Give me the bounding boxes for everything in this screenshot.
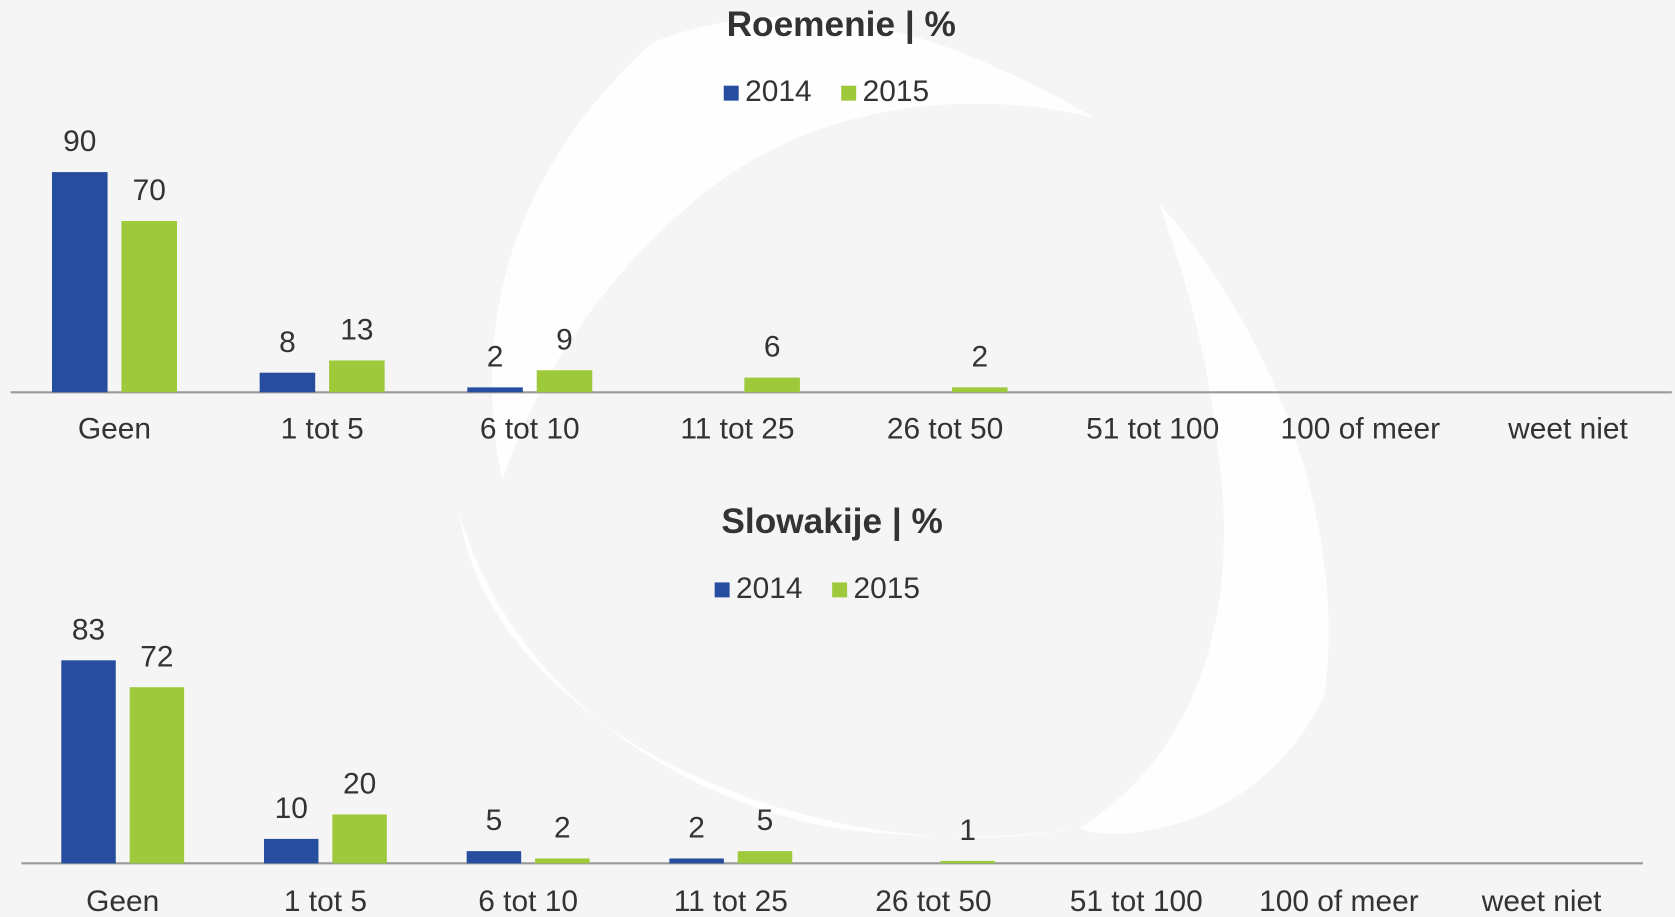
x-tick-label: 1 tot 5 xyxy=(281,413,364,446)
bar xyxy=(332,814,387,864)
data-label: 72 xyxy=(140,640,173,673)
x-tick-label: weet niet xyxy=(1481,885,1602,917)
bar xyxy=(52,172,108,393)
legend-swatch xyxy=(714,582,730,598)
bar xyxy=(121,221,177,393)
x-tick-label: 11 tot 25 xyxy=(674,885,788,917)
x-tick-label: 26 tot 50 xyxy=(875,885,991,917)
x-tick-label: 11 tot 25 xyxy=(680,413,794,446)
x-tick-label: 26 tot 50 xyxy=(887,413,1003,446)
data-label: 2 xyxy=(554,812,571,845)
data-label: 5 xyxy=(486,804,503,837)
legend-label: 2014 xyxy=(736,572,803,605)
data-label: 90 xyxy=(63,125,96,158)
data-label: 6 xyxy=(764,331,781,364)
bar xyxy=(535,858,590,864)
bar xyxy=(329,360,385,393)
x-tick-label: 6 tot 10 xyxy=(480,413,580,446)
x-tick-label: 100 of meer xyxy=(1281,413,1441,446)
chart-title: Slowakije | % xyxy=(721,502,942,541)
bar xyxy=(940,860,995,864)
data-label: 8 xyxy=(279,326,296,359)
data-label: 13 xyxy=(340,314,373,347)
data-label: 20 xyxy=(343,768,376,801)
bar xyxy=(263,838,319,864)
watermark xyxy=(459,16,1329,838)
data-label: 10 xyxy=(275,792,308,825)
x-tick-label: Geen xyxy=(86,885,159,917)
bar xyxy=(466,851,522,864)
bar xyxy=(129,687,185,864)
data-label: 83 xyxy=(72,613,105,646)
legend-label: 2015 xyxy=(854,572,921,605)
bar xyxy=(669,858,724,864)
bar xyxy=(61,660,116,864)
bar xyxy=(467,387,523,393)
legend-label: 2015 xyxy=(863,75,930,108)
data-label: 2 xyxy=(487,340,504,373)
data-label: 9 xyxy=(556,323,573,356)
x-tick-label: weet niet xyxy=(1507,413,1628,446)
legend-label: 2014 xyxy=(745,75,812,108)
legend-swatch xyxy=(832,582,848,598)
bar xyxy=(952,387,1008,393)
data-label: 1 xyxy=(959,814,976,847)
bar xyxy=(259,372,316,393)
bar xyxy=(737,851,793,864)
data-label: 2 xyxy=(971,340,988,373)
x-tick-label: 1 tot 5 xyxy=(284,885,367,917)
bar xyxy=(744,377,800,393)
x-tick-label: Geen xyxy=(78,413,151,446)
data-label: 5 xyxy=(757,804,774,837)
data-label: 70 xyxy=(133,174,166,207)
bar xyxy=(536,370,593,393)
legend-swatch xyxy=(841,85,857,101)
x-tick-label: 100 of meer xyxy=(1259,885,1419,917)
x-tick-label: 6 tot 10 xyxy=(478,885,578,917)
legend-swatch xyxy=(723,85,739,101)
x-tick-label: 51 tot 100 xyxy=(1086,413,1219,446)
data-label: 2 xyxy=(688,812,705,845)
x-tick-label: 51 tot 100 xyxy=(1070,885,1203,917)
chart-title: Roemenie | % xyxy=(727,5,956,44)
